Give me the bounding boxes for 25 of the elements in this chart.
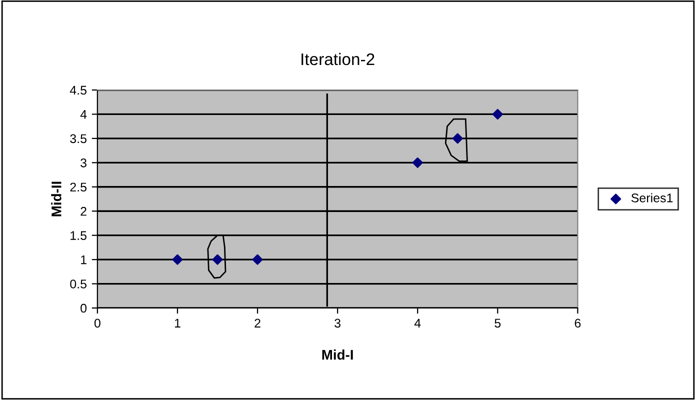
x-axis-title: Mid-I	[322, 350, 353, 360]
x-tick-label: 0	[94, 318, 100, 328]
chart-title: Iteration-2	[302, 52, 374, 66]
point	[492, 108, 503, 120]
x-tick-label: 1	[174, 318, 180, 328]
point	[412, 157, 423, 168]
x-tick-label: 3	[334, 318, 340, 328]
y-tick-label: 2	[80, 206, 86, 216]
point	[252, 254, 263, 265]
point	[172, 254, 183, 265]
y-tick-label: 4	[80, 110, 87, 119]
x-tick-label: 6	[574, 318, 581, 328]
y-axis-title: Mid-II	[51, 182, 62, 216]
y-tick-label: 4.5	[70, 86, 86, 95]
y-tick-label: 0.5	[70, 280, 86, 288]
y-tick-label: 2.5	[70, 182, 86, 192]
x-tick-label: 4	[414, 318, 421, 328]
y-tick-label: 3.5	[70, 134, 86, 144]
y-tick-label: 3	[80, 158, 86, 168]
y-tick-label: 0	[80, 304, 87, 313]
x-tick-label: 2	[254, 318, 260, 328]
y-tick-label: 1	[81, 255, 86, 264]
legend-label: Series1	[631, 193, 673, 202]
y-tick-label: 1.5	[70, 231, 86, 240]
x-tick-label: 5	[494, 318, 501, 328]
